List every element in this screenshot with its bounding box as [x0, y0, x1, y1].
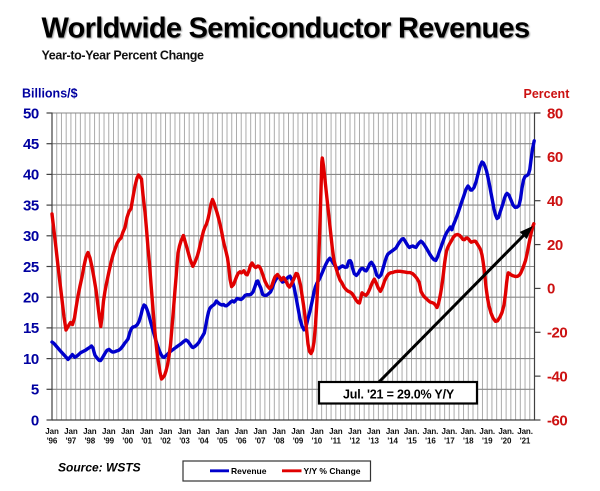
svg-text:Source: WSTS: Source: WSTS	[58, 461, 141, 475]
svg-text:Jan: Jan	[140, 427, 154, 436]
svg-text:Worldwide Semiconductor Revenu: Worldwide Semiconductor Revenues	[42, 13, 530, 45]
svg-text:'97: '97	[66, 437, 77, 446]
svg-text:-20: -20	[547, 325, 567, 342]
svg-text:Jan: Jan	[178, 427, 192, 436]
svg-text:'07: '07	[255, 437, 266, 446]
svg-text:Jan.: Jan.	[498, 427, 514, 436]
svg-text:Jan: Jan	[310, 427, 324, 436]
svg-text:Percent: Percent	[524, 87, 571, 101]
svg-text:'04: '04	[198, 437, 209, 446]
svg-text:60: 60	[547, 149, 563, 166]
svg-text:Jan: Jan	[291, 427, 305, 436]
svg-text:25: 25	[23, 259, 39, 276]
svg-text:Year-to-Year Percent Change: Year-to-Year Percent Change	[42, 49, 205, 63]
svg-text:Jan.: Jan.	[517, 427, 533, 436]
svg-text:Jan.: Jan.	[479, 427, 495, 436]
svg-text:Jan.: Jan.	[460, 427, 476, 436]
svg-text:Jan: Jan	[272, 427, 286, 436]
svg-text:Jan: Jan	[367, 427, 381, 436]
svg-text:Jul. '21 = 29.0% Y/Y: Jul. '21 = 29.0% Y/Y	[343, 388, 455, 402]
svg-text:20: 20	[547, 237, 563, 254]
svg-text:Revenue: Revenue	[231, 466, 267, 476]
svg-text:10: 10	[23, 351, 39, 368]
svg-text:80: 80	[547, 105, 563, 122]
svg-text:Jan: Jan	[348, 427, 362, 436]
svg-text:-40: -40	[547, 368, 567, 385]
svg-text:'98: '98	[85, 437, 96, 446]
svg-text:0: 0	[31, 412, 39, 429]
svg-text:'17: '17	[444, 437, 455, 446]
svg-text:Y/Y % Change: Y/Y % Change	[304, 466, 361, 476]
svg-text:Jan: Jan	[159, 427, 173, 436]
svg-text:'01: '01	[141, 437, 152, 446]
svg-text:Jan: Jan	[329, 427, 343, 436]
svg-text:40: 40	[547, 193, 563, 210]
svg-text:Jan: Jan	[197, 427, 211, 436]
svg-text:-60: -60	[547, 412, 567, 429]
svg-text:'15: '15	[406, 437, 417, 446]
svg-text:45: 45	[23, 136, 39, 153]
svg-text:Jan: Jan	[234, 427, 248, 436]
svg-text:5: 5	[31, 382, 39, 399]
svg-text:'05: '05	[217, 437, 228, 446]
svg-text:'96: '96	[47, 437, 58, 446]
svg-text:0: 0	[547, 281, 555, 298]
svg-text:Jan: Jan	[102, 427, 116, 436]
svg-text:'20: '20	[501, 437, 512, 446]
svg-text:'13: '13	[368, 437, 379, 446]
svg-text:'11: '11	[331, 437, 342, 446]
svg-text:15: 15	[23, 320, 39, 337]
svg-text:'10: '10	[312, 437, 323, 446]
svg-text:'02: '02	[160, 437, 171, 446]
svg-text:Jan: Jan	[216, 427, 230, 436]
svg-text:'19: '19	[482, 437, 493, 446]
svg-text:'00: '00	[122, 437, 133, 446]
svg-text:Jan.: Jan.	[404, 427, 420, 436]
svg-text:40: 40	[23, 167, 39, 184]
svg-text:20: 20	[23, 290, 39, 307]
svg-text:Jan: Jan	[83, 427, 97, 436]
svg-text:Jan: Jan	[45, 427, 59, 436]
svg-text:35: 35	[23, 197, 39, 214]
svg-text:'03: '03	[179, 437, 190, 446]
svg-text:'14: '14	[387, 437, 398, 446]
svg-text:Jan: Jan	[253, 427, 267, 436]
svg-text:30: 30	[23, 228, 39, 245]
svg-text:'08: '08	[274, 437, 285, 446]
svg-text:Billions/$: Billions/$	[22, 87, 78, 101]
svg-text:50: 50	[23, 105, 39, 122]
svg-text:'21: '21	[520, 437, 531, 446]
svg-text:Jan.: Jan.	[442, 427, 458, 436]
svg-text:'09: '09	[293, 437, 304, 446]
svg-text:Jan: Jan	[64, 427, 78, 436]
svg-text:'16: '16	[425, 437, 436, 446]
svg-text:Jan: Jan	[386, 427, 400, 436]
svg-text:'18: '18	[463, 437, 474, 446]
svg-text:Jan: Jan	[121, 427, 135, 436]
svg-text:'12: '12	[349, 437, 360, 446]
svg-text:'99: '99	[104, 437, 115, 446]
svg-text:'06: '06	[236, 437, 247, 446]
svg-text:Jan.: Jan.	[423, 427, 439, 436]
